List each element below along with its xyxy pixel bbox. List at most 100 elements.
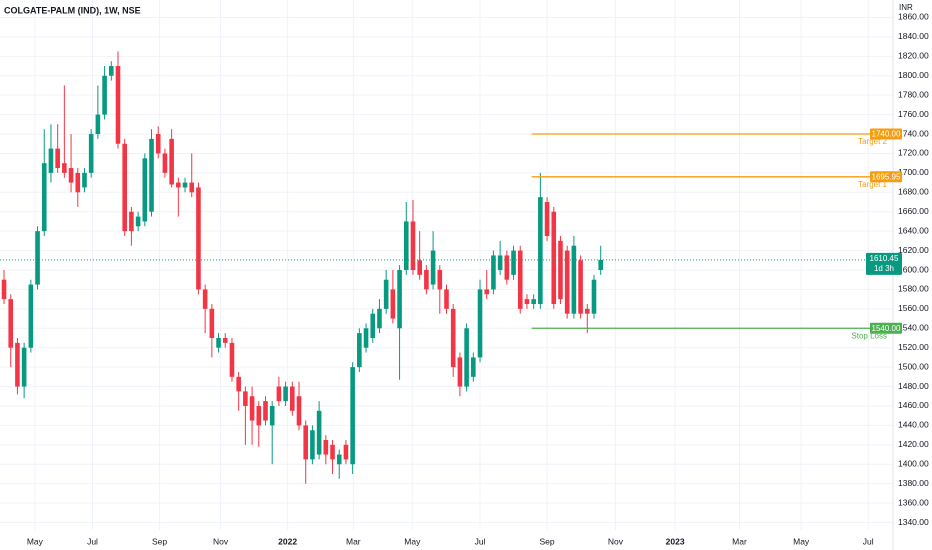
candle-body bbox=[62, 163, 67, 173]
y-tick-label: 1420.00 bbox=[898, 439, 929, 449]
level-label: 1540.00 bbox=[872, 324, 901, 333]
candle-body bbox=[464, 328, 469, 387]
x-tick-label: 2022 bbox=[278, 536, 297, 546]
x-tick-label: Mar bbox=[732, 536, 747, 546]
candle-body bbox=[310, 430, 315, 460]
y-tick-label: 1600.00 bbox=[898, 264, 929, 274]
candle-body bbox=[283, 386, 288, 402]
candle-body bbox=[303, 425, 309, 460]
candle-body bbox=[417, 260, 422, 275]
candle-body bbox=[430, 250, 436, 285]
y-tick-label: 1380.00 bbox=[898, 478, 929, 488]
candle-body bbox=[370, 313, 376, 338]
candle-body bbox=[591, 279, 597, 314]
candle-body bbox=[108, 66, 114, 76]
candle-body bbox=[21, 347, 27, 387]
y-tick-label: 1440.00 bbox=[898, 420, 929, 430]
candle-body bbox=[390, 289, 396, 319]
candle-body bbox=[82, 172, 87, 188]
y-tick-label: 1780.00 bbox=[898, 89, 929, 99]
candle-body bbox=[182, 182, 188, 188]
candle-body bbox=[357, 333, 362, 368]
candle-body bbox=[444, 289, 449, 309]
candle-body bbox=[142, 158, 148, 222]
y-tick-label: 1840.00 bbox=[898, 31, 929, 41]
candle-body bbox=[216, 337, 221, 348]
y-tick-label: 1700.00 bbox=[898, 167, 929, 177]
candle-body bbox=[457, 357, 463, 387]
level-label-box bbox=[870, 322, 902, 334]
x-tick-label: Sep bbox=[540, 536, 555, 546]
x-tick-label: Mar bbox=[346, 536, 361, 546]
x-tick-label: May bbox=[404, 536, 421, 546]
y-tick-label: 1640.00 bbox=[898, 225, 929, 235]
candle-body bbox=[55, 148, 60, 169]
x-tick-label: Jul bbox=[87, 536, 98, 546]
candle-body bbox=[471, 357, 476, 377]
y-tick-label: 1740.00 bbox=[898, 128, 929, 138]
y-tick-label: 1540.00 bbox=[898, 323, 929, 333]
candle-body bbox=[531, 299, 536, 304]
candle-body bbox=[149, 138, 154, 212]
candle-body bbox=[598, 259, 603, 270]
candle-body bbox=[102, 75, 107, 115]
candle-body bbox=[491, 255, 496, 290]
y-tick-label: 1660.00 bbox=[898, 206, 929, 216]
candle-body bbox=[95, 114, 101, 135]
candle-body bbox=[229, 342, 235, 377]
candle-body bbox=[343, 444, 349, 460]
level-label: 1740.00 bbox=[872, 130, 901, 139]
candle-body bbox=[88, 134, 94, 173]
candle-body bbox=[162, 153, 168, 173]
candle-body bbox=[68, 168, 74, 183]
candle-body bbox=[249, 396, 255, 421]
candle-body bbox=[209, 308, 215, 338]
y-tick-label: 1480.00 bbox=[898, 381, 929, 391]
candle-body bbox=[504, 255, 510, 280]
candle-body bbox=[336, 454, 342, 465]
candle-body bbox=[290, 386, 295, 411]
candle-body bbox=[564, 250, 570, 314]
y-tick-label: 1520.00 bbox=[898, 342, 929, 352]
level-name: Target 1 bbox=[858, 180, 887, 189]
candle-body bbox=[558, 240, 563, 300]
candle-body bbox=[122, 143, 127, 232]
candle-body bbox=[243, 391, 248, 406]
candle-body bbox=[350, 367, 355, 465]
candle-body bbox=[41, 163, 47, 232]
y-tick-label: 1760.00 bbox=[898, 109, 929, 119]
candle-body bbox=[497, 255, 503, 270]
y-tick-label: 1560.00 bbox=[898, 303, 929, 313]
candle-body bbox=[538, 197, 543, 304]
candle-body bbox=[15, 342, 20, 387]
candle-body bbox=[202, 289, 208, 309]
candle-body bbox=[403, 221, 409, 270]
candle-body bbox=[155, 134, 161, 154]
candle-body bbox=[323, 439, 329, 455]
x-tick-label: May bbox=[27, 536, 44, 546]
x-tick-label: Nov bbox=[213, 536, 229, 546]
candle-body bbox=[196, 187, 201, 290]
candle-body bbox=[35, 231, 40, 285]
candle-body bbox=[517, 250, 523, 309]
candle-body bbox=[424, 270, 429, 290]
candle-body bbox=[276, 386, 282, 402]
candle-body bbox=[316, 410, 322, 455]
x-tick-label: Jul bbox=[475, 536, 486, 546]
y-tick-label: 1800.00 bbox=[898, 70, 929, 80]
x-tick-label: May bbox=[793, 536, 810, 546]
level-label-box bbox=[870, 128, 902, 140]
x-tick-label: 2023 bbox=[666, 536, 685, 546]
candle-body bbox=[189, 182, 195, 193]
candle-body bbox=[477, 289, 483, 358]
candle-body bbox=[383, 279, 389, 309]
candle-body bbox=[135, 216, 141, 227]
candle-body bbox=[363, 328, 369, 348]
candle-body bbox=[256, 405, 262, 426]
candle-body bbox=[551, 211, 557, 304]
candle-body bbox=[1, 279, 7, 300]
level-name: Stop Loss bbox=[851, 331, 887, 340]
candle-body bbox=[397, 270, 402, 329]
